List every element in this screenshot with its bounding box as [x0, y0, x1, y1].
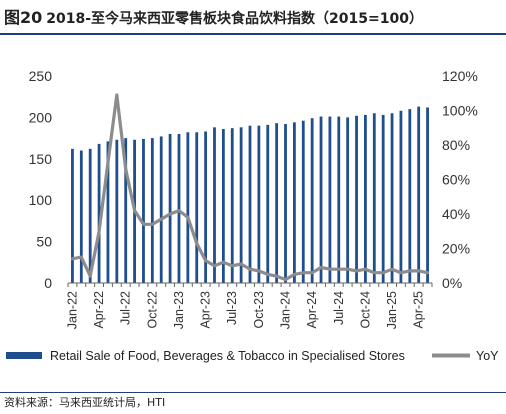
bar-series	[71, 106, 429, 284]
bar	[328, 116, 332, 284]
bar	[221, 128, 225, 283]
bar	[177, 133, 181, 283]
x-tick-label: Jul-23	[225, 291, 239, 325]
left-axis: 0 50 100 150 200 250	[29, 68, 53, 291]
bar	[71, 148, 74, 283]
legend: Retail Sale of Food, Beverages & Tobacco…	[6, 349, 499, 363]
x-tick-label: Jul-22	[119, 291, 133, 325]
x-tick-label: Apr-23	[199, 291, 213, 329]
x-tick-label: Apr-24	[305, 291, 319, 329]
yoy-line	[70, 93, 430, 282]
bar	[266, 124, 270, 284]
bar	[408, 109, 412, 284]
x-tick-label: Jan-24	[279, 291, 293, 329]
x-tick-label: Jan-25	[385, 291, 399, 329]
x-tick-label: Oct-23	[252, 291, 266, 329]
bar	[79, 150, 83, 283]
right-axis-tick: 60%	[442, 172, 470, 188]
right-axis-tick: 100%	[442, 103, 478, 119]
bar	[381, 114, 385, 283]
left-axis-tick: 200	[29, 109, 53, 125]
bar	[292, 122, 296, 283]
bar	[372, 113, 376, 283]
bar	[399, 110, 403, 283]
chart: 0 50 100 150 200 250 0% 20% 40% 60% 80% 100% 120% J…	[6, 68, 499, 363]
bar	[106, 141, 110, 283]
legend-bar-swatch	[6, 352, 42, 359]
left-axis-tick: 150	[29, 151, 53, 167]
footer-rule	[0, 392, 506, 393]
title-rule	[0, 33, 506, 35]
x-tick-label: Oct-22	[145, 291, 159, 329]
x-tick-label: Jan-23	[172, 291, 186, 329]
left-axis-tick: 0	[44, 275, 52, 291]
right-axis-tick: 40%	[442, 206, 470, 222]
bar	[310, 118, 314, 283]
bar	[150, 138, 154, 283]
x-tick-label: Jul-24	[332, 291, 346, 325]
bar	[230, 128, 234, 283]
figure-number: 图20	[4, 8, 43, 27]
bar	[204, 131, 208, 283]
bar	[248, 125, 252, 284]
x-tick-label: Oct-24	[358, 291, 372, 329]
bar	[168, 133, 172, 283]
bar	[257, 125, 261, 284]
bar	[417, 106, 421, 283]
legend-bar-label: Retail Sale of Food, Beverages & Tobacco…	[50, 349, 405, 363]
bar	[97, 143, 101, 283]
right-axis-tick: 0%	[442, 275, 462, 291]
bar	[213, 127, 216, 283]
bar	[159, 136, 163, 283]
figure-title: 2018-至今马来西亚零售板块食品饮料指数（2015=100）	[46, 11, 423, 27]
left-axis-tick: 100	[29, 192, 53, 208]
bar	[426, 107, 429, 284]
right-axis: 0% 20% 40% 60% 80% 100% 120%	[442, 68, 478, 291]
chart-title: 图20 2018-至今马来西亚零售板块食品饮料指数（2015=100）	[4, 4, 502, 32]
bar	[301, 120, 305, 283]
line-series	[70, 93, 430, 282]
bar	[337, 116, 341, 284]
bar	[390, 113, 394, 283]
bar	[284, 124, 287, 283]
right-axis-tick: 120%	[442, 68, 478, 84]
x-tick-label: Jan-22	[65, 291, 79, 329]
bar	[364, 114, 367, 283]
bar	[88, 148, 92, 283]
bar	[124, 138, 128, 283]
x-tick-label: Apr-22	[92, 291, 106, 329]
bar	[142, 138, 145, 283]
source-note: 资料来源：马来西亚统计局，HTI	[4, 396, 166, 409]
right-axis-tick: 80%	[442, 137, 470, 153]
bar	[186, 132, 190, 283]
bar	[355, 115, 358, 283]
x-tick-label: Apr-25	[412, 291, 426, 329]
bar	[195, 132, 199, 283]
x-axis: Jan-22 Apr-22 Jul-22 Oct-22 Jan-23 Apr-23 Jul-…	[65, 282, 433, 329]
legend-line-label: YoY	[476, 349, 499, 363]
bar	[115, 139, 119, 283]
bar	[239, 127, 243, 283]
left-axis-tick: 50	[36, 234, 52, 250]
left-axis-tick: 250	[29, 68, 53, 84]
bar	[346, 117, 350, 284]
right-axis-tick: 20%	[442, 241, 470, 257]
bar	[319, 116, 323, 284]
bar	[275, 123, 279, 283]
